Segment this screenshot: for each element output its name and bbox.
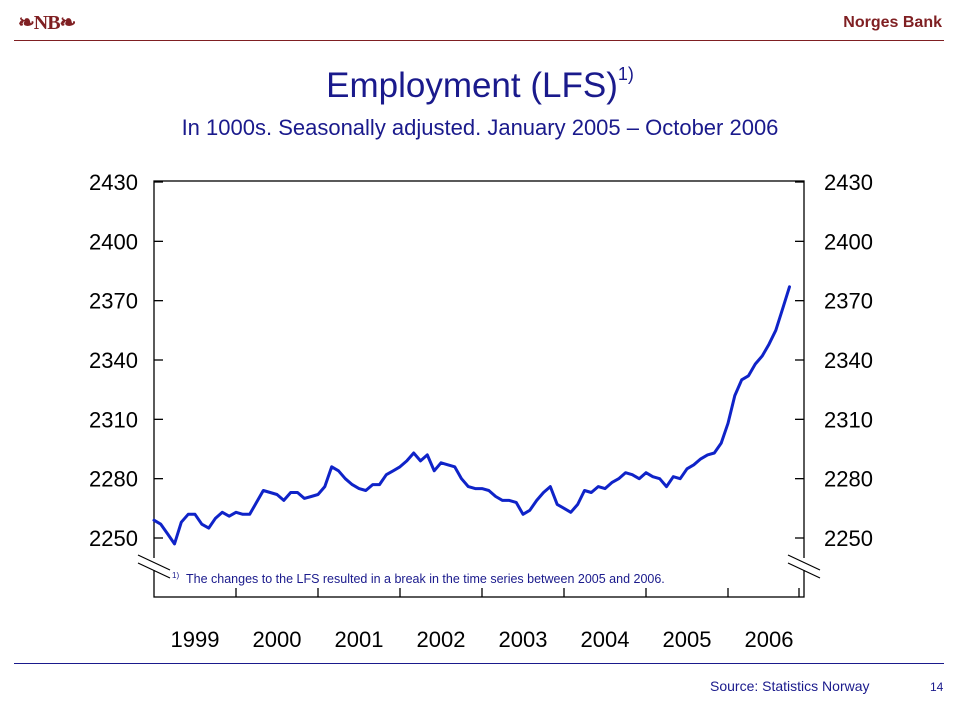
y-tick-label-right: 2340 [824,348,873,373]
axis-break-stroke [137,562,171,579]
y-tick-label-right: 2370 [824,289,873,314]
y-tick-label-left: 2430 [89,170,138,195]
y-tick-label-right: 2430 [824,170,873,195]
y-tick-label-left: 2370 [89,289,138,314]
axis-break-stroke [137,554,171,571]
chart-title-superscript: 1) [617,64,634,85]
x-tick-label: 2004 [581,627,630,652]
y-tick-label-left: 2250 [89,526,138,551]
chart-title: Employment (LFS)1) [0,64,960,106]
axis-break-left [137,554,171,579]
chart-subtitle: In 1000s. Seasonally adjusted. January 2… [181,115,779,140]
chart-axes [137,180,821,598]
y-tick-label-left: 2340 [89,348,138,373]
footer-divider [14,663,944,664]
employment-series-line [152,285,791,546]
x-tick-label: 1999 [171,627,220,652]
chart-labels: 2250 2250 2280 2280 2310 2310 2340 2340 2370 2370… [89,170,873,652]
x-tick-label: 2000 [253,627,302,652]
x-tick-label: 2006 [745,627,794,652]
x-tick-label: 2001 [335,627,384,652]
header-divider [14,40,944,41]
norges-bank-logo: ❧NB❧ [18,12,76,34]
axis-break-stroke [787,554,821,571]
page-number: 14 [930,680,944,694]
y-tick-label-left: 2310 [89,407,138,432]
y-tick-label-right: 2280 [824,467,873,492]
plot-frame [153,180,805,598]
y-tick-label-right: 2250 [824,526,873,551]
chart-marks [152,285,791,546]
source-note: Source: Statistics Norway [710,678,870,694]
y-tick-label-right: 2310 [824,407,873,432]
y-tick-label-left: 2400 [89,229,138,254]
y-tick-label-right: 2400 [824,229,873,254]
x-tick-label: 2002 [417,627,466,652]
axis-break-stroke [787,562,821,579]
bank-name: Norges Bank [843,14,942,31]
axis-break-right [787,554,821,579]
footnote-text: The changes to the LFS resulted in a bre… [186,572,665,586]
chart-title-text: Employment (LFS) [326,66,618,105]
footnote-marker: 1) [172,571,179,580]
y-tick-label-left: 2280 [89,467,138,492]
x-tick-label: 2003 [499,627,548,652]
x-tick-label: 2005 [663,627,712,652]
